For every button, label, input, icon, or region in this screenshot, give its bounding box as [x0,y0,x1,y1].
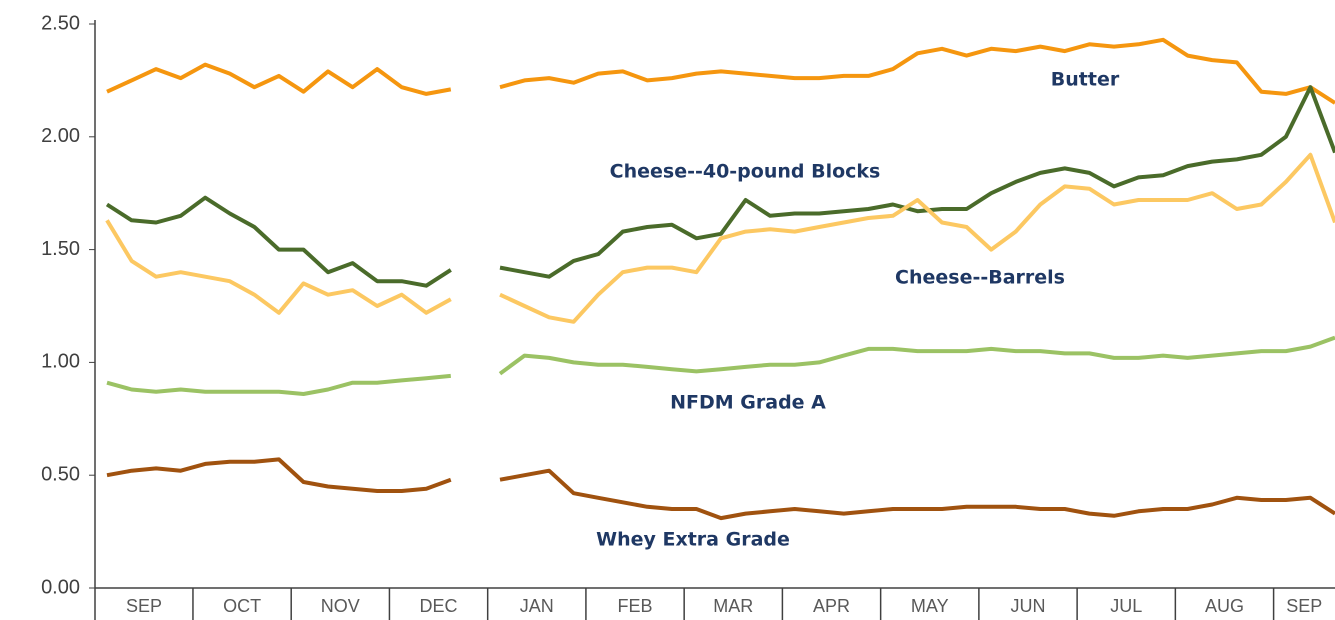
series-label: NFDM Grade A [670,392,826,414]
x-tick-label: SEP [126,596,162,616]
x-tick-label: DEC [420,596,458,616]
x-tick-label: JUN [1011,596,1046,616]
series-line [106,457,1335,521]
x-tick-label: SEP [1286,596,1322,616]
x-tick-label: APR [813,596,850,616]
y-tick-label: 2.50 [41,12,80,34]
x-tick-label: NOV [321,596,360,616]
x-tick-label: JAN [520,596,554,616]
series-label: Cheese--Barrels [895,267,1065,289]
y-tick-label: 0.50 [41,463,80,485]
series-label: Butter [1051,69,1120,91]
y-tick-label: 1.50 [41,238,80,260]
series-line [105,152,1335,324]
x-tick-label: FEB [618,596,653,616]
series-label: Cheese--40-pound Blocks [610,161,881,183]
series-line [105,85,1335,288]
x-tick-label: MAY [911,596,949,616]
y-tick-label: 2.00 [41,125,80,147]
series-label: Whey Extra Grade [596,529,790,551]
x-tick-label: OCT [223,596,261,616]
series-line [106,37,1335,105]
y-tick-label: 0.00 [41,576,80,598]
x-tick-label: JUL [1110,596,1142,616]
x-tick-label: MAR [713,596,753,616]
x-tick-label: AUG [1205,596,1244,616]
series-line [106,335,1335,396]
y-tick-label: 1.00 [41,351,80,373]
